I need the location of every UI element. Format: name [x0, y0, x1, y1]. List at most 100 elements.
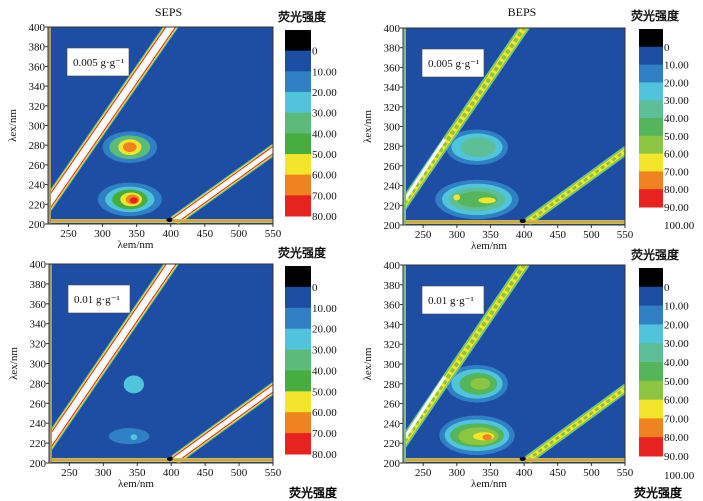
y-tick-label: 400: [29, 22, 46, 34]
concentration-label-box: [66, 47, 130, 77]
colorbar-label: 20.00: [312, 324, 337, 336]
y-tick-label: 340: [29, 81, 46, 93]
y-tick-label: 400: [384, 260, 401, 272]
colorbar-title: 荧光强度: [631, 247, 680, 262]
y-tick-label: 340: [384, 82, 401, 94]
x-tick-label: 300: [94, 228, 111, 240]
rayleigh-first-order-core: [48, 27, 175, 211]
colorbar-label: 10.00: [664, 60, 689, 72]
x-tick-label: 250: [415, 467, 432, 479]
rayleigh-second-order-core: [526, 386, 625, 462]
x-tick-label: 450: [549, 229, 566, 241]
x-axis-label: λem/nm: [471, 240, 507, 252]
x-tick-label: 550: [265, 467, 282, 479]
colorbar-label: 10.00: [312, 66, 337, 78]
colorbar-swatch: [639, 343, 663, 363]
colorbar-label: 40.00: [664, 113, 689, 125]
rayleigh-first-order-core: [49, 264, 176, 450]
rayleigh-first-order-core: [403, 28, 527, 209]
colorbar-swatch: [285, 174, 311, 196]
y-tick-label: 360: [30, 299, 47, 311]
x-tick-label: 500: [231, 467, 248, 479]
fluorescence-peak: [482, 434, 492, 441]
y-tick-label: 220: [29, 199, 46, 211]
y-tick-label: 240: [29, 180, 46, 192]
colorbar-swatch: [639, 286, 663, 307]
x-tick-label: 450: [197, 228, 214, 240]
y-tick-label: 300: [384, 359, 401, 371]
colorbar-label: 70.00: [664, 166, 689, 178]
colorbar-swatch: [285, 391, 311, 413]
x-tick-label: 550: [617, 467, 634, 479]
y-axis-label: λex/nm: [362, 110, 374, 143]
colorbar-swatch: [285, 370, 311, 392]
colorbar-label: 70.00: [312, 190, 337, 202]
colorbar-label: 20.00: [664, 319, 689, 331]
colorbar-swatch: [285, 266, 311, 288]
colorbar-swatch: [639, 399, 663, 419]
colorbar-label: 30.00: [312, 345, 337, 357]
colorbar-label: 0: [312, 282, 318, 294]
y-tick-label: 320: [384, 339, 401, 351]
panel-1: 0.005 g·g⁻¹ BEPS 250 300 350 400 450 500 550 200 2…: [362, 5, 695, 252]
colorbar-label: 50.00: [664, 376, 689, 388]
panel-0: 0.005 g·g⁻¹ SEPS 250 300 350 400 450 500 550 200 2…: [7, 5, 337, 251]
x-tick-label: 500: [231, 228, 248, 240]
colorbar-label: 40.00: [312, 128, 337, 140]
fluorescence-peak: [108, 428, 150, 445]
plot-area: [48, 27, 273, 224]
colorbar-swatch: [639, 437, 663, 457]
fluorescence-peak: [122, 142, 137, 153]
colorbar-label: 30.00: [312, 108, 337, 120]
y-tick-label: 380: [30, 279, 47, 291]
panel-2: 0.01 g·g⁻¹ 250 300 350 400 450 500 550 200 220 240…: [8, 245, 337, 490]
x-tick-label: 500: [583, 467, 600, 479]
colorbar-swatch: [285, 195, 311, 217]
left-edge-band: [403, 265, 406, 463]
colorbar-label: 40.00: [664, 357, 689, 369]
left-edge-band: [48, 27, 51, 224]
y-axis-label: λex/nm: [8, 347, 20, 380]
rayleigh-first-order-core: [403, 265, 527, 447]
fluorescence-peak: [453, 194, 461, 201]
dark-spot: [519, 219, 526, 224]
fluorescence-peak: [76, 361, 185, 462]
x-tick-label: 300: [449, 229, 466, 241]
colorbar-swatch: [639, 418, 663, 438]
colorbar-title: 荧光强度: [278, 9, 327, 24]
colorbar-label: 50.00: [664, 131, 689, 143]
colorbar-label: 30.00: [664, 95, 689, 107]
colorbar-swatch: [285, 50, 311, 72]
colorbar-swatch: [639, 64, 663, 83]
colorbar-label: 70.00: [664, 413, 689, 425]
colorbar-swatch: [285, 71, 311, 93]
colorbar-label: 100.00: [664, 470, 695, 482]
dark-spot: [519, 457, 526, 462]
colorbar-swatch: [639, 118, 663, 137]
colorbar-label: 60.00: [312, 170, 337, 182]
colorbar-label: 80.00: [664, 432, 689, 444]
y-tick-label: 400: [384, 23, 401, 35]
y-tick-label: 360: [29, 61, 46, 73]
colorbar-swatch: [285, 112, 311, 134]
concentration-label-box: [421, 48, 485, 78]
x-tick-label: 250: [415, 229, 432, 241]
y-tick-label: 280: [30, 378, 47, 390]
colorbar-label: 50.00: [312, 149, 337, 161]
x-tick-label: 300: [449, 467, 466, 479]
x-tick-label: 350: [129, 467, 146, 479]
y-tick-label: 340: [30, 319, 47, 331]
x-tick-label: 400: [163, 467, 180, 479]
plot-area: [49, 264, 273, 463]
dark-spot: [166, 457, 173, 462]
colorbar-swatch: [285, 412, 311, 434]
concentration-label-box: [421, 285, 485, 315]
y-tick-label: 280: [384, 141, 401, 153]
colorbar-swatch: [639, 362, 663, 382]
colorbar-swatch: [639, 305, 663, 325]
concentration-label: 0.005 g·g⁻¹: [73, 57, 124, 69]
y-tick-label: 320: [384, 102, 401, 114]
colorbar-swatch: [285, 286, 311, 309]
x-tick-label: 550: [265, 228, 282, 240]
